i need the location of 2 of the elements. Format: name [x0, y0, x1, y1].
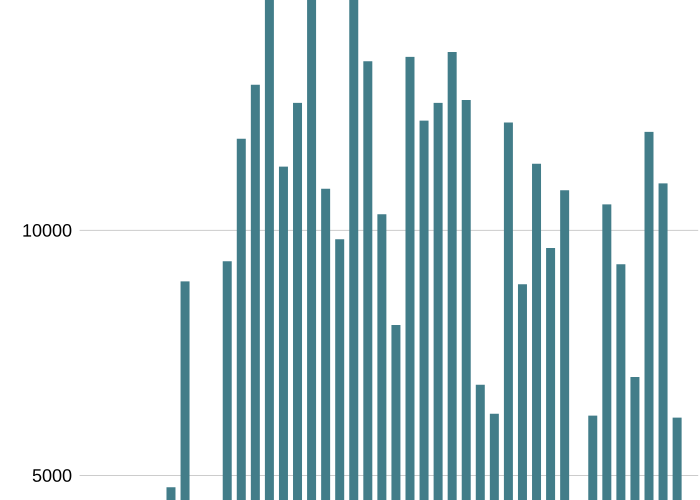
y-tick-label: 5000 [32, 469, 72, 482]
y-tick-label: 10000 [23, 224, 72, 237]
